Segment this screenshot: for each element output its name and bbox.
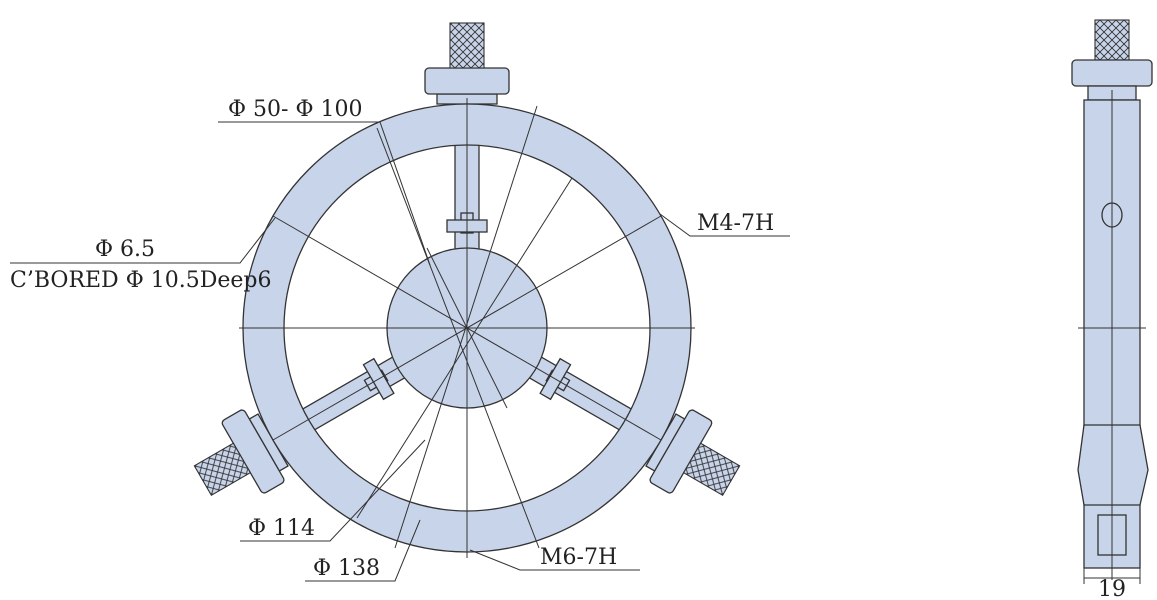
side-view <box>1071 19 1153 584</box>
label: 19 <box>1098 577 1126 600</box>
label: M6-7H <box>540 545 617 570</box>
label: C’BORED Φ 10.5Deep6 <box>10 268 271 293</box>
label: Φ 114 <box>248 516 315 541</box>
label: Φ 138 <box>313 556 380 581</box>
front-view <box>181 22 753 558</box>
label: Φ 50- Φ 100 <box>228 97 362 122</box>
spoke <box>424 22 510 253</box>
leaders <box>10 121 790 582</box>
center-lines <box>239 98 695 558</box>
label: M4-7H <box>697 211 774 236</box>
label: Φ 6.5 <box>95 237 155 262</box>
